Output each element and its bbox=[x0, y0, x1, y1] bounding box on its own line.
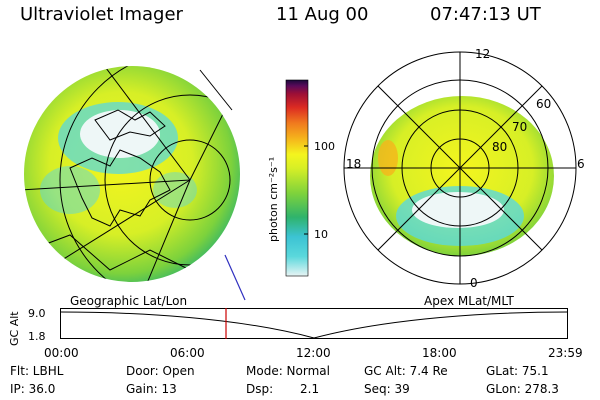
instrument-title: Ultraviolet Imager bbox=[20, 4, 183, 25]
gain-info: Gain: 13 bbox=[126, 382, 177, 396]
mlat-label-80: 80 bbox=[492, 140, 508, 154]
gc-alt-info: GC Alt: 7.4 Re bbox=[364, 364, 448, 378]
colorbar-unit-label: photon cm⁻²s⁻¹ bbox=[267, 156, 280, 242]
mode-info: Mode: Normal bbox=[246, 364, 330, 378]
mlt-label-18: 18 bbox=[346, 157, 362, 171]
time-label: 07:47:13 UT bbox=[430, 4, 541, 25]
mlt-label-12: 12 bbox=[475, 47, 491, 61]
altitude-plot bbox=[59, 308, 569, 339]
date-label: 11 Aug 00 bbox=[276, 4, 369, 25]
geographic-image bbox=[24, 66, 246, 301]
aurora-white-region bbox=[80, 110, 160, 158]
mlat-label-70: 70 bbox=[512, 120, 528, 134]
altitude-curve bbox=[59, 311, 569, 339]
altitude-plot-frame bbox=[60, 308, 568, 339]
aurora-white-region bbox=[412, 192, 504, 228]
geographic-label: Geographic Lat/Lon bbox=[70, 294, 188, 308]
mlt-label-6: 6 bbox=[577, 157, 585, 171]
glat-info: GLat: 75.1 bbox=[486, 364, 549, 378]
door-info: Door: Open bbox=[126, 364, 195, 378]
dsp-value: 2.1 bbox=[300, 382, 320, 396]
mlat-label-60: 60 bbox=[536, 97, 552, 111]
coastline-outline bbox=[69, 149, 171, 227]
dsp-label: Dsp: bbox=[246, 382, 274, 396]
altitude-ytick-top: 9.0 bbox=[28, 307, 46, 320]
seq-info: Seq: 39 bbox=[364, 382, 410, 396]
altitude-xtick-3: 18:00 bbox=[422, 346, 457, 360]
altitude-xtick-1: 06:00 bbox=[170, 346, 205, 360]
altitude-ytick-bottom: 1.8 bbox=[28, 330, 46, 343]
ip-info: IP: 36.0 bbox=[10, 382, 56, 396]
altitude-xtick-2: 12:00 bbox=[296, 346, 331, 360]
altitude-xtick-4: 23:59 bbox=[548, 346, 583, 360]
apex-polar-image bbox=[343, 51, 577, 285]
altitude-ylabel: GC Alt bbox=[8, 311, 21, 346]
apex-label: Apex MLat/MLT bbox=[424, 294, 514, 308]
colorbar-tick-10: 10 bbox=[314, 228, 328, 241]
altitude-xtick-0: 00:00 bbox=[44, 346, 79, 360]
glon-info: GLon: 278.3 bbox=[486, 382, 559, 396]
latitude-circle bbox=[149, 139, 231, 221]
colorbar-tick-100: 100 bbox=[314, 140, 335, 153]
mlt-label-0: 0 bbox=[470, 276, 478, 290]
flt-info: Flt: LBHL bbox=[10, 364, 64, 378]
colorbar bbox=[285, 79, 309, 277]
